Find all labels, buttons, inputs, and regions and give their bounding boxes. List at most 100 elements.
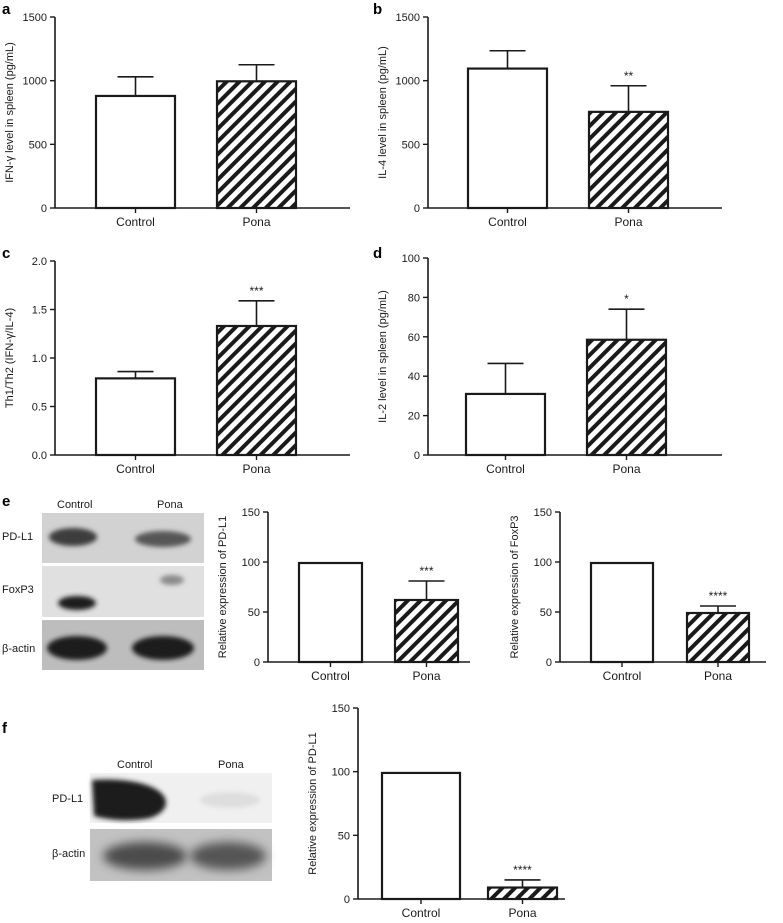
y-tick-label: 1.5 bbox=[32, 305, 47, 317]
x-category-label: Control bbox=[402, 906, 441, 920]
significance-marker: ** bbox=[624, 69, 634, 83]
x-category-label: Pona bbox=[242, 215, 270, 229]
y-tick-label: 100 bbox=[332, 767, 350, 779]
blot-e-band-pd-l1-control bbox=[49, 528, 97, 546]
y-tick-label: 50 bbox=[540, 607, 552, 619]
y-tick-label: 60 bbox=[408, 332, 420, 344]
western-blot-f: Control Pona PD-L1 β-actin bbox=[52, 759, 272, 881]
blot-e-band-pd-l1-pona bbox=[135, 531, 191, 547]
y-tick-label: 500 bbox=[29, 139, 47, 151]
y-tick-label: 40 bbox=[408, 371, 420, 383]
blot-f-band-pd-l1-control bbox=[92, 779, 166, 821]
y-axis-label: Relative expression of FoxP3 bbox=[509, 515, 521, 658]
blot-f-band-pd-l1-pona bbox=[200, 792, 260, 808]
y-tick-label: 50 bbox=[338, 830, 350, 842]
x-category-label: Control bbox=[116, 215, 155, 229]
y-tick-label: 150 bbox=[534, 507, 552, 519]
x-category-label: Control bbox=[486, 462, 525, 476]
y-axis-label: Relative expression of PD-L1 bbox=[217, 516, 229, 658]
y-tick-label: 0 bbox=[344, 894, 350, 906]
y-tick-label: 500 bbox=[402, 139, 420, 151]
blot-f-row-beta-actin: β-actin bbox=[52, 848, 85, 860]
bar-control bbox=[464, 392, 547, 457]
bar-control bbox=[94, 94, 177, 210]
panel-letter-a: a bbox=[2, 1, 11, 18]
bar-control bbox=[466, 67, 549, 210]
significance-marker: **** bbox=[709, 589, 728, 603]
x-category-label: Pona bbox=[704, 669, 732, 683]
bar-control bbox=[94, 377, 177, 457]
blot-e-row-foxp3: FoxP3 bbox=[2, 584, 34, 596]
x-category-label: Pona bbox=[508, 906, 536, 920]
x-category-label: Control bbox=[488, 215, 527, 229]
blot-f-row-pd-l1: PD-L1 bbox=[52, 793, 83, 805]
significance-marker: *** bbox=[419, 564, 433, 578]
y-tick-label: 100 bbox=[534, 557, 552, 569]
x-category-label: Pona bbox=[614, 215, 642, 229]
y-tick-label: 1500 bbox=[23, 12, 47, 24]
y-tick-label: 1000 bbox=[23, 76, 47, 88]
blot-e-band-foxp3-pona bbox=[160, 575, 184, 585]
y-tick-label: 0 bbox=[41, 203, 47, 215]
blot-e-band-actin-control bbox=[47, 636, 107, 660]
y-tick-label: 100 bbox=[242, 557, 260, 569]
chart-ifn-gamma: 0 500 1000 1500 IFN-γ level in spleen (pg/mL… bbox=[4, 12, 350, 229]
panel-letter-b: b bbox=[373, 1, 382, 18]
bar-pona bbox=[585, 338, 668, 457]
bar-control bbox=[380, 771, 462, 901]
x-category-label: Pona bbox=[242, 462, 270, 476]
y-tick-label: 150 bbox=[242, 507, 260, 519]
y-tick-label: 1500 bbox=[396, 12, 420, 24]
y-tick-label: 50 bbox=[248, 607, 260, 619]
blot-e-band-actin-pona bbox=[132, 636, 194, 660]
chart-th1-th2-ratio: 0.0 0.5 1.0 1.5 2.0 Th1/Th2 (IFN-γ/IL-4) Contr… bbox=[4, 256, 350, 476]
chart-e-pd-l1: 0 50 100 150 Relative expression of PD-L1 Con… bbox=[217, 507, 470, 683]
y-tick-label: 2.0 bbox=[32, 256, 47, 268]
x-category-label: Control bbox=[603, 669, 642, 683]
blot-f-band-actin-pona bbox=[190, 842, 266, 870]
y-tick-label: 1.0 bbox=[32, 353, 47, 365]
blot-e-row-beta-actin: β-actin bbox=[2, 643, 35, 655]
bar-pona bbox=[215, 324, 298, 457]
panel-letter-d: d bbox=[373, 245, 382, 262]
y-tick-label: 150 bbox=[332, 703, 350, 715]
bar-pona bbox=[486, 886, 559, 901]
bar-pona bbox=[393, 598, 460, 664]
significance-marker: * bbox=[624, 292, 629, 306]
blot-f-lane-control: Control bbox=[117, 759, 152, 771]
blot-e-lane-control: Control bbox=[57, 499, 92, 511]
blot-f-band-actin-control bbox=[103, 842, 187, 870]
blot-e-lane-pona: Pona bbox=[157, 499, 184, 511]
panel-letter-e: e bbox=[2, 493, 10, 510]
chart-il-2: 0 20 40 60 80 100 IL-2 level in spleen (pg/mL)… bbox=[377, 253, 722, 476]
y-axis-label: Th1/Th2 (IFN-γ/IL-4) bbox=[4, 308, 16, 408]
significance-marker: *** bbox=[249, 284, 263, 298]
x-category-label: Pona bbox=[412, 669, 440, 683]
y-tick-label: 0 bbox=[414, 450, 420, 462]
bar-control bbox=[297, 561, 364, 664]
blot-e-band-foxp3-control bbox=[58, 596, 96, 610]
y-axis-label: IL-2 level in spleen (pg/mL) bbox=[377, 290, 389, 423]
chart-e-foxp3: 0 50 100 150 Relative expression of FoxP3 Con… bbox=[509, 507, 766, 683]
y-tick-label: 0 bbox=[254, 657, 260, 669]
blot-f-lane-pona: Pona bbox=[218, 759, 245, 771]
chart-f-pd-l1: 0 50 100 150 Relative expression of PD-L1 Con… bbox=[307, 703, 565, 920]
y-tick-label: 1000 bbox=[396, 76, 420, 88]
x-category-label: Control bbox=[116, 462, 155, 476]
panel-letter-c: c bbox=[2, 245, 10, 262]
y-tick-label: 0.5 bbox=[32, 402, 47, 414]
y-axis-label: IFN-γ level in spleen (pg/mL) bbox=[4, 42, 16, 183]
bar-pona bbox=[587, 110, 670, 210]
y-tick-label: 0 bbox=[414, 203, 420, 215]
x-category-label: Pona bbox=[612, 462, 640, 476]
panel-letter-f: f bbox=[2, 720, 8, 737]
blot-e-strip-foxp3 bbox=[42, 566, 204, 617]
y-axis-label: IL-4 level in spleen (pg/mL) bbox=[377, 46, 389, 179]
bar-pona bbox=[685, 611, 751, 664]
y-tick-label: 0.0 bbox=[32, 450, 47, 462]
bar-pona bbox=[215, 80, 298, 210]
x-category-label: Control bbox=[311, 669, 350, 683]
western-blot-e: Control Pona PD-L1 FoxP3 β-actin bbox=[2, 499, 204, 670]
significance-marker: **** bbox=[513, 863, 532, 877]
y-tick-label: 0 bbox=[546, 657, 552, 669]
